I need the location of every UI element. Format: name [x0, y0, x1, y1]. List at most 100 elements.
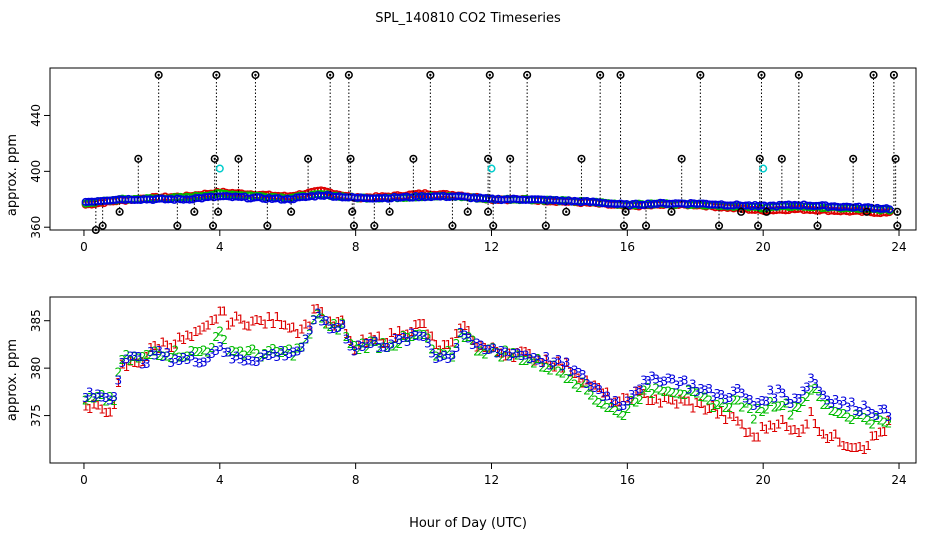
- flag-point: [326, 70, 335, 80]
- flag-point: [889, 70, 898, 80]
- series-1-point: 1: [163, 338, 171, 352]
- series-2-point: 2: [343, 330, 351, 344]
- series-2-point: 2: [718, 396, 726, 410]
- calibration-point: [487, 164, 496, 173]
- series-3-point: 3: [147, 345, 155, 359]
- series-1-point: 1: [860, 443, 868, 457]
- flag-point: [287, 207, 296, 216]
- flag-point-dot: [101, 224, 104, 228]
- flag-point-dot: [351, 210, 354, 214]
- flag-point: [448, 221, 457, 230]
- flag-point: [757, 70, 766, 80]
- series-2-point: 2: [294, 342, 302, 356]
- flag-point-dot: [352, 224, 356, 228]
- series-1-point: 1: [257, 314, 265, 328]
- series-2-point: 2: [465, 330, 473, 344]
- series-1-point: 1: [766, 418, 774, 432]
- series-1-point: 1: [265, 310, 273, 324]
- series-2-point: 2: [155, 349, 163, 363]
- flag-point-dot: [373, 224, 376, 228]
- series-2-point: 2: [265, 344, 273, 358]
- flag-point: [385, 207, 394, 216]
- series-2-point: 2: [355, 343, 363, 357]
- series-2-point: 2: [575, 381, 583, 395]
- series-3-point: 3: [290, 345, 298, 359]
- flag-point-dot: [176, 224, 179, 228]
- calibration-point: [215, 164, 224, 173]
- series-1-point: 1: [742, 426, 750, 440]
- series-2-point: 2: [212, 330, 220, 344]
- series-2-point: 2: [709, 401, 717, 415]
- series-3-point: 3: [392, 332, 400, 346]
- series-2-point: 2: [636, 393, 644, 407]
- series-3-point: 3: [779, 387, 787, 401]
- series-3-point: 3: [330, 322, 338, 336]
- series-1-point: 1: [506, 347, 514, 361]
- series-2-point: 2: [208, 341, 216, 355]
- series-3-point: 3: [754, 396, 762, 410]
- series-1-point: 1: [212, 313, 220, 327]
- series-2-point: 2: [473, 345, 481, 359]
- series-3-point: 3: [485, 343, 493, 357]
- series-3-point: 3: [799, 384, 807, 398]
- series-3-point: 3: [367, 337, 375, 351]
- series-1-point: 1: [379, 337, 387, 351]
- flag-point: [234, 154, 243, 163]
- series-1-point: 1: [176, 331, 184, 345]
- series-2-point: 2: [697, 390, 705, 404]
- series-2-point: 2: [273, 345, 281, 359]
- series-3-point: 3: [762, 394, 770, 408]
- series-2-point: 2: [249, 343, 257, 357]
- series-3-point: 3: [636, 383, 644, 397]
- series-1-point: 1: [791, 423, 799, 437]
- series-2-point: 2: [123, 348, 131, 362]
- series-2-point: 2: [608, 401, 616, 415]
- series-3-point: 3: [298, 341, 306, 355]
- x-tick-label: 24: [891, 473, 906, 487]
- series-2-point: 2: [856, 408, 864, 422]
- series-3-point: 3: [249, 355, 257, 369]
- series-1-point: 1: [167, 341, 175, 355]
- series-1-point: 1: [502, 349, 510, 363]
- x-tick-label: 4: [216, 240, 224, 254]
- x-tick-label: 8: [352, 473, 360, 487]
- series-2-point: 2: [233, 346, 241, 360]
- series-1-point: 1: [673, 398, 681, 412]
- series-2-point: 2: [628, 394, 636, 408]
- series-3-point: 3: [828, 397, 836, 411]
- series-3-point: 3: [436, 351, 444, 365]
- series-3-point: 3: [718, 388, 726, 402]
- flag-point: [210, 154, 219, 163]
- series-3-point: 3: [502, 346, 510, 360]
- series-3-point: 3: [868, 407, 876, 421]
- y-tick-label: 400: [29, 160, 43, 183]
- series-3-point: 3: [550, 355, 558, 369]
- series-2-point: 2: [436, 347, 444, 361]
- series-3-point: 3: [506, 350, 514, 364]
- series-1-point: 1: [322, 317, 330, 331]
- series-1-point: 1: [616, 395, 624, 409]
- series-1-point: 1: [636, 384, 644, 398]
- series-1-point: 1: [608, 396, 616, 410]
- series-2-point: 2: [506, 349, 514, 363]
- series-3-point: 3: [241, 354, 249, 368]
- series-3-point: 3: [139, 357, 147, 371]
- series-1-point: 1: [416, 317, 424, 331]
- flag-point: [755, 154, 764, 163]
- series-2-point: 2: [807, 384, 815, 398]
- series-1-point: 1: [233, 310, 241, 324]
- series-2-point: 2: [167, 351, 175, 365]
- series-2-point: 2: [652, 381, 660, 395]
- series-3-point: 3: [90, 391, 98, 405]
- series-1-point: 1: [94, 398, 102, 412]
- series-2-point: 2: [379, 336, 387, 350]
- series-1-point: 1: [98, 403, 106, 417]
- series-3-point: 3: [261, 348, 269, 362]
- series-3-point: 3: [453, 341, 461, 355]
- series-1-point: 1: [815, 425, 823, 439]
- series-1-point: 1: [330, 319, 338, 333]
- flag-point-dot: [137, 157, 140, 160]
- series-2-point: 2: [383, 341, 391, 355]
- series-3-point: 3: [306, 323, 314, 337]
- series-1-point: 1: [697, 397, 705, 411]
